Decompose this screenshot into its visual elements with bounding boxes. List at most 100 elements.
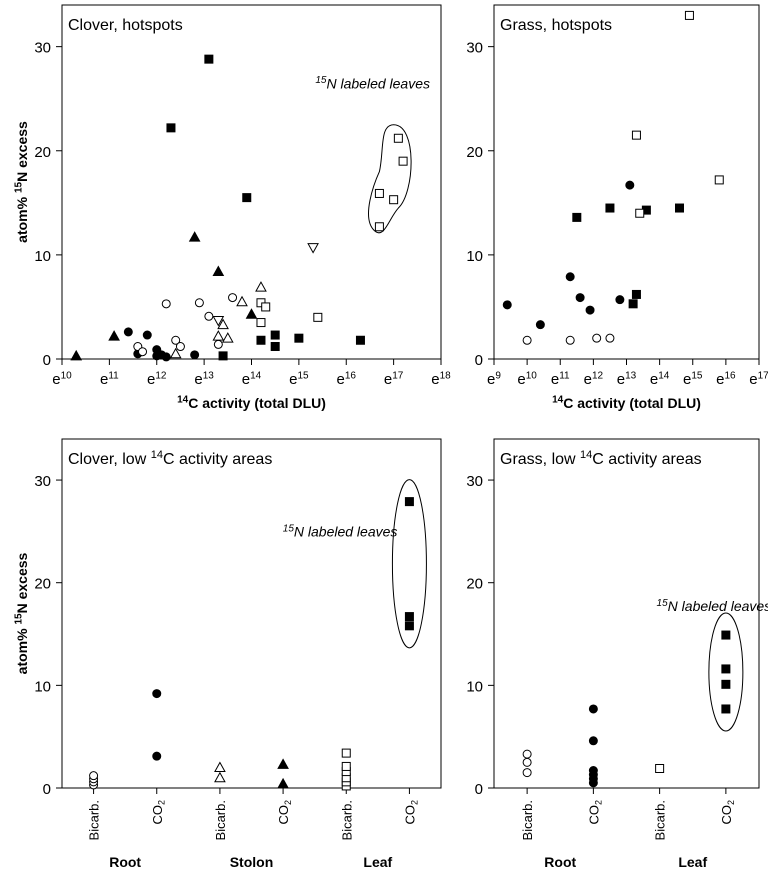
y-tick-label: 20: [34, 576, 51, 593]
data-point-triangle: [108, 330, 120, 341]
data-point-square: [341, 761, 351, 771]
group-label: Leaf: [363, 854, 392, 870]
data-point-square: [398, 156, 408, 166]
y-tick-label: 10: [34, 248, 51, 265]
data-point-circle: [190, 350, 200, 360]
y-axis-label: atom% 15N excess: [14, 121, 30, 243]
y-tick-label: 20: [34, 144, 51, 161]
data-point-square: [389, 195, 399, 205]
y-tick-label: 30: [34, 40, 51, 57]
data-point-circle: [522, 757, 532, 767]
x-tick-label: CO2: [586, 800, 603, 825]
highlight-outline: [708, 612, 744, 732]
data-point-square: [721, 679, 731, 689]
data-point-square: [270, 342, 280, 352]
data-point-triangle: [214, 771, 226, 783]
y-axis-label: atom% 15N excess: [14, 552, 30, 674]
data-point-circle: [625, 180, 635, 190]
data-point-circle: [152, 751, 162, 761]
data-point-square: [714, 175, 724, 185]
group-label: Root: [544, 854, 576, 870]
annotation-label: 15N labeled leaves: [657, 598, 768, 614]
y-tick-label: 0: [43, 352, 51, 369]
data-point-circle: [522, 768, 532, 778]
data-point-circle: [615, 295, 625, 305]
group-label: Leaf: [678, 854, 707, 870]
x-tick-label: e16: [716, 370, 736, 388]
data-point-square: [404, 621, 414, 631]
data-point-triangle: [212, 265, 225, 277]
data-point-triangle-down: [307, 243, 319, 254]
data-point-circle: [161, 299, 171, 309]
data-point-circle: [142, 330, 152, 340]
data-point-circle: [522, 335, 532, 345]
data-point-square: [341, 748, 351, 758]
data-point-circle: [522, 749, 532, 759]
data-point-circle: [502, 300, 512, 310]
x-tick-label: CO2: [150, 800, 167, 825]
plot-frame: [61, 438, 442, 789]
data-point-square: [256, 318, 266, 328]
data-point-circle: [228, 293, 238, 303]
x-tick-label: e14: [650, 370, 670, 388]
data-point-circle: [585, 305, 595, 315]
x-tick-label: e18: [431, 370, 451, 388]
panel-title: Grass, low 14C activity areas: [500, 449, 702, 468]
chart-panel-2: [488, 4, 760, 365]
data-point-square: [655, 763, 665, 773]
x-tick-label: e13: [194, 370, 214, 388]
plot-frame: [493, 438, 760, 789]
data-point-square: [374, 188, 384, 198]
data-point-triangle-down: [212, 315, 225, 327]
x-tick-label: e13: [617, 370, 637, 388]
data-point-triangle: [221, 332, 234, 343]
x-tick-label: CO2: [719, 800, 736, 825]
data-point-circle: [588, 736, 598, 746]
x-tick-label: CO2: [402, 800, 419, 825]
data-point-square: [721, 664, 731, 674]
data-point-square: [675, 203, 684, 213]
data-point-circle: [89, 771, 99, 781]
x-tick-label: Bicarb.: [213, 800, 228, 840]
y-tick-label: 0: [475, 781, 483, 798]
data-point-circle: [175, 342, 185, 352]
data-point-square: [256, 335, 266, 345]
x-tick-label: e11: [100, 370, 119, 388]
panel-title: Clover, hotspots: [68, 17, 183, 34]
data-point-triangle: [169, 347, 182, 359]
data-point-circle: [138, 347, 148, 357]
data-point-circle: [588, 704, 598, 714]
x-tick-label: e15: [683, 370, 703, 388]
x-tick-label: e10: [52, 370, 72, 388]
data-point-circle: [161, 352, 171, 362]
y-tick-label: 30: [34, 473, 51, 490]
data-point-circle: [592, 333, 602, 343]
plot-frame: [61, 4, 442, 360]
data-point-triangle: [214, 761, 226, 772]
y-tick-label: 20: [466, 576, 483, 593]
x-axis-label: 14C activity (total DLU): [177, 395, 326, 411]
x-tick-label: e12: [584, 370, 604, 388]
highlight-outline: [368, 124, 412, 234]
data-point-circle: [588, 766, 598, 776]
y-tick-label: 10: [34, 678, 51, 695]
y-tick-label: 20: [466, 144, 483, 161]
x-tick-label: e11: [551, 370, 570, 388]
data-point-triangle: [217, 318, 229, 330]
data-point-square: [261, 302, 271, 312]
data-point-triangle: [70, 349, 83, 361]
data-point-circle: [575, 293, 585, 303]
data-point-circle: [204, 311, 214, 321]
data-point-square: [404, 497, 414, 507]
data-point-circle: [171, 335, 181, 345]
data-point-square: [721, 630, 731, 640]
x-tick-label: Bicarb.: [87, 800, 102, 840]
panel-title: Clover, low 14C activity areas: [68, 449, 272, 468]
data-point-square: [404, 612, 414, 622]
data-point-square: [393, 133, 403, 143]
data-point-circle: [565, 272, 575, 282]
data-point-square: [572, 212, 582, 222]
data-point-square: [605, 203, 615, 213]
data-point-circle: [152, 689, 162, 699]
data-point-square: [635, 208, 645, 218]
